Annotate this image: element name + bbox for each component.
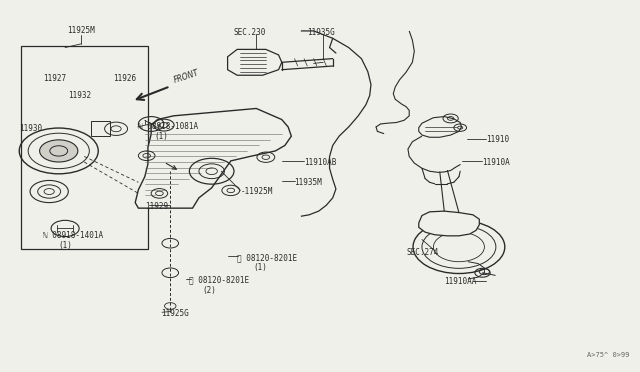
Text: (2): (2) xyxy=(202,286,216,295)
Text: Ⓑ 08120-8201E: Ⓑ 08120-8201E xyxy=(237,253,298,263)
Text: 11930: 11930 xyxy=(19,124,42,133)
Text: 11910AB: 11910AB xyxy=(304,157,337,167)
Polygon shape xyxy=(228,49,282,75)
Text: 11910A: 11910A xyxy=(483,157,510,167)
Text: 11926: 11926 xyxy=(113,74,136,83)
Text: 11929: 11929 xyxy=(145,202,168,211)
Polygon shape xyxy=(419,116,461,137)
Text: (1): (1) xyxy=(154,132,168,141)
Text: ℕ 08918-1401A: ℕ 08918-1401A xyxy=(43,231,103,240)
Text: FRONT: FRONT xyxy=(172,68,200,84)
Text: 11932: 11932 xyxy=(68,91,92,100)
Polygon shape xyxy=(135,109,291,208)
Text: 11935G: 11935G xyxy=(307,28,335,37)
Text: 11925M: 11925M xyxy=(67,26,95,35)
Polygon shape xyxy=(419,211,479,236)
Text: ℕ 08918-1081A: ℕ 08918-1081A xyxy=(138,122,198,131)
Text: Ⓡ 08120-8201E: Ⓡ 08120-8201E xyxy=(189,276,250,285)
Text: (1): (1) xyxy=(59,241,72,250)
Text: 11910: 11910 xyxy=(486,135,509,144)
Text: -11925M: -11925M xyxy=(241,187,273,196)
Text: 11925G: 11925G xyxy=(161,309,188,318)
Polygon shape xyxy=(91,121,109,136)
Text: 11927: 11927 xyxy=(43,74,66,83)
Bar xyxy=(20,46,148,249)
Text: 11935M: 11935M xyxy=(294,178,323,187)
Text: A>75^ 0>99: A>75^ 0>99 xyxy=(586,352,629,358)
Text: (1): (1) xyxy=(253,263,267,272)
Text: 11910AA: 11910AA xyxy=(444,278,477,286)
Circle shape xyxy=(40,140,78,162)
Text: SEC.230: SEC.230 xyxy=(234,28,266,37)
Text: SEC.274: SEC.274 xyxy=(406,248,438,257)
